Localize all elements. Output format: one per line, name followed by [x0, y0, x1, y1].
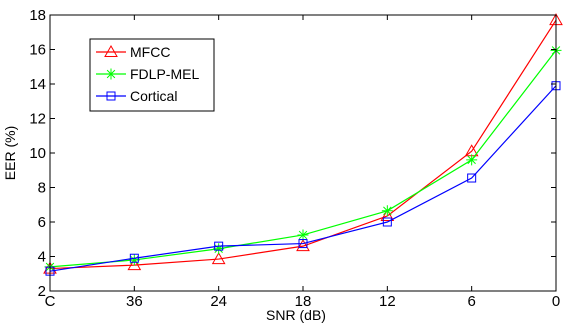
- data-point-mfcc-24: [211, 252, 226, 265]
- legend: MFCC FDLP-MEL Cortical: [89, 38, 215, 112]
- data-point-fdlp-mel-18: [297, 229, 309, 241]
- y-tick-label: 12: [29, 111, 46, 128]
- data-point-mfcc-12: [380, 208, 395, 221]
- legend-label-mfcc: MFCC: [130, 44, 170, 60]
- y-tick-label: 4: [38, 249, 46, 266]
- y-tick-label: 18: [29, 7, 46, 24]
- x-axis-title: SNR (dB): [266, 307, 326, 323]
- legend-entry-fdlp-mel: FDLP-MEL: [96, 66, 199, 82]
- x-tick-label: C: [45, 293, 56, 310]
- legend-entry-cortical: Cortical: [96, 88, 177, 104]
- legend-label-fdlp-mel: FDLP-MEL: [130, 66, 199, 82]
- x-tick-label: 12: [379, 293, 396, 310]
- x-tick-label: 6: [467, 293, 475, 310]
- y-tick-label: 10: [29, 145, 46, 162]
- y-axis-title: EER (%): [2, 126, 18, 180]
- data-point-cortical-6: [467, 173, 477, 183]
- data-point-cortical-12: [382, 217, 392, 227]
- series-line-cortical: [49, 85, 557, 272]
- data-point-fdlp-mel-12: [381, 205, 393, 217]
- x-tick-label: 24: [210, 293, 227, 310]
- y-tick-label: 8: [38, 180, 46, 197]
- data-point-mfcc-36: [127, 258, 142, 271]
- legend-entry-mfcc: MFCC: [96, 44, 170, 60]
- data-point-cortical-24: [214, 241, 224, 251]
- x-tick-label: 36: [126, 293, 143, 310]
- data-point-fdlp-mel-24: [213, 243, 225, 255]
- y-tick-label: 14: [29, 76, 46, 93]
- y-tick-label: 16: [29, 42, 46, 59]
- x-tick-label: 0: [552, 293, 560, 310]
- data-point-cortical-18: [298, 239, 308, 249]
- data-point-mfcc-18: [296, 239, 310, 252]
- legend-marker-fdlp-mel: [105, 68, 117, 80]
- data-point-cortical-36: [129, 253, 139, 263]
- y-tick-label: 2: [38, 283, 46, 300]
- legend-label-cortical: Cortical: [130, 88, 177, 104]
- legend-marker-mfcc: [104, 44, 118, 57]
- data-point-fdlp-mel-36: [128, 254, 140, 266]
- legend-box: [89, 38, 215, 112]
- y-tick-label: 6: [38, 214, 46, 231]
- legend-marker-cortical: [106, 91, 116, 101]
- data-point-fdlp-mel-6: [466, 154, 478, 166]
- x-tick-label: 18: [295, 293, 312, 310]
- series-cortical: [45, 81, 561, 276]
